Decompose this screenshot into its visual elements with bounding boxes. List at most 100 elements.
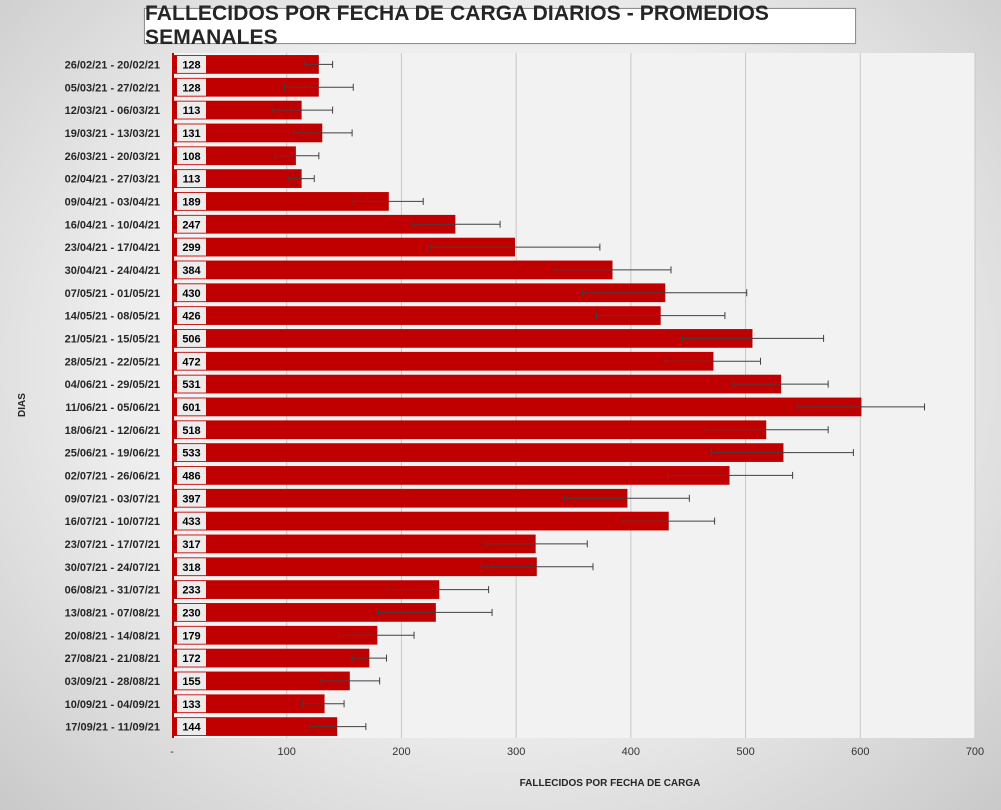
category-label: 12/03/21 - 06/03/21 (65, 105, 160, 117)
category-label: 23/07/21 - 17/07/21 (65, 539, 160, 551)
error-bar (283, 83, 354, 91)
error-bar (664, 357, 761, 365)
y-axis-title: DIAS (17, 393, 28, 417)
error-bar (481, 563, 594, 571)
category-label: 25/06/21 - 19/06/21 (65, 448, 160, 460)
data-label-box (177, 147, 206, 165)
bar (172, 694, 325, 714)
data-label-box (177, 261, 206, 279)
data-label: 518 (177, 421, 206, 439)
plot-area (172, 53, 975, 738)
category-label: 02/07/21 - 26/06/21 (65, 470, 160, 482)
data-label: 179 (177, 626, 206, 644)
data-label: 533 (177, 444, 206, 462)
error-bar (387, 586, 490, 594)
category-label: 14/05/21 - 08/05/21 (65, 311, 160, 323)
error-bar (304, 60, 334, 68)
category-label: 13/08/21 - 07/08/21 (65, 607, 160, 619)
category-label: 09/04/21 - 03/04/21 (65, 196, 160, 208)
data-label-text: 299 (182, 242, 200, 254)
data-label-text: 601 (182, 402, 200, 414)
bar (172, 55, 319, 74)
category-labels: 26/02/21 - 20/02/21 05/03/21 - 27/02/21 12… (65, 59, 160, 733)
category-label: 27/08/21 - 21/08/21 (65, 653, 160, 665)
category-label: 26/03/21 - 20/03/21 (65, 151, 160, 163)
category-label: 21/05/21 - 15/05/21 (65, 333, 160, 345)
data-label: 486 (177, 466, 206, 484)
bar (172, 77, 319, 97)
bar (172, 717, 338, 736)
data-label: 430 (177, 284, 206, 302)
error-bar (667, 471, 794, 479)
bar (172, 488, 628, 508)
data-label: 128 (177, 55, 206, 73)
data-label: 113 (177, 170, 206, 188)
bar (172, 580, 440, 599)
category-label: 02/04/21 - 27/03/21 (65, 174, 160, 186)
data-label-box (177, 192, 206, 210)
category-label: 30/04/21 - 24/04/21 (65, 265, 160, 277)
data-label: 133 (177, 695, 206, 713)
category-label: 11/06/21 - 05/06/21 (65, 402, 160, 414)
bar (172, 397, 862, 417)
data-label: 433 (177, 512, 206, 530)
data-label-box (177, 535, 206, 553)
bar (172, 283, 666, 303)
category-label: 16/04/21 - 10/04/21 (65, 219, 160, 231)
data-label-box (177, 329, 206, 347)
bar (172, 260, 613, 280)
data-label-text: 430 (182, 288, 200, 300)
category-label: 18/06/21 - 12/06/21 (65, 425, 160, 437)
category-label: 26/02/21 - 20/02/21 (65, 59, 160, 71)
error-bar (293, 129, 353, 137)
error-bar (732, 380, 829, 388)
error-bar (621, 517, 716, 525)
error-bar (351, 654, 388, 662)
bar (172, 603, 436, 622)
data-label-text: 486 (182, 470, 200, 482)
data-label: 128 (177, 78, 206, 96)
error-bar (681, 334, 825, 342)
data-label-box (177, 466, 206, 484)
data-label: 506 (177, 329, 206, 347)
data-label-box (177, 398, 206, 416)
data-label-box (177, 124, 206, 142)
data-label-text: 397 (182, 493, 200, 505)
data-label-box (177, 672, 206, 690)
data-label-text: 108 (182, 151, 200, 163)
data-label: 601 (177, 398, 206, 416)
data-label-box (177, 101, 206, 119)
error-bar (484, 540, 588, 548)
bar (172, 374, 782, 394)
data-labels: 128 128 113 131 108 113 189 247 299 384 430 426 506 4… (177, 55, 206, 736)
data-label-text: 189 (182, 196, 200, 208)
bar (172, 648, 370, 668)
error-bar (704, 426, 829, 434)
data-label-box (177, 603, 206, 621)
data-label: 299 (177, 238, 206, 256)
data-label-box (177, 352, 206, 370)
data-label-box (177, 649, 206, 667)
data-label-box (177, 581, 206, 599)
bar (172, 123, 323, 143)
bars (172, 55, 862, 736)
data-label-box (177, 215, 206, 233)
error-bar (338, 631, 415, 639)
error-bar (796, 403, 926, 411)
category-label: 05/03/21 - 27/02/21 (65, 82, 160, 94)
x-tick-label: 700 (966, 746, 984, 758)
x-tick-label: 400 (622, 746, 640, 758)
category-label: 28/05/21 - 22/05/21 (65, 356, 160, 368)
data-label-text: 230 (182, 607, 200, 619)
error-bar (352, 197, 424, 205)
x-tick-label: 100 (278, 746, 296, 758)
gridlines (286, 53, 976, 738)
data-label-text: 518 (182, 425, 200, 437)
data-label-box (177, 512, 206, 530)
bar (172, 329, 753, 348)
x-tick-label: 300 (507, 746, 525, 758)
data-label-text: 233 (182, 585, 200, 597)
category-label: 06/08/21 - 31/07/21 (65, 585, 160, 597)
data-label-box (177, 718, 206, 736)
data-label: 531 (177, 375, 206, 393)
